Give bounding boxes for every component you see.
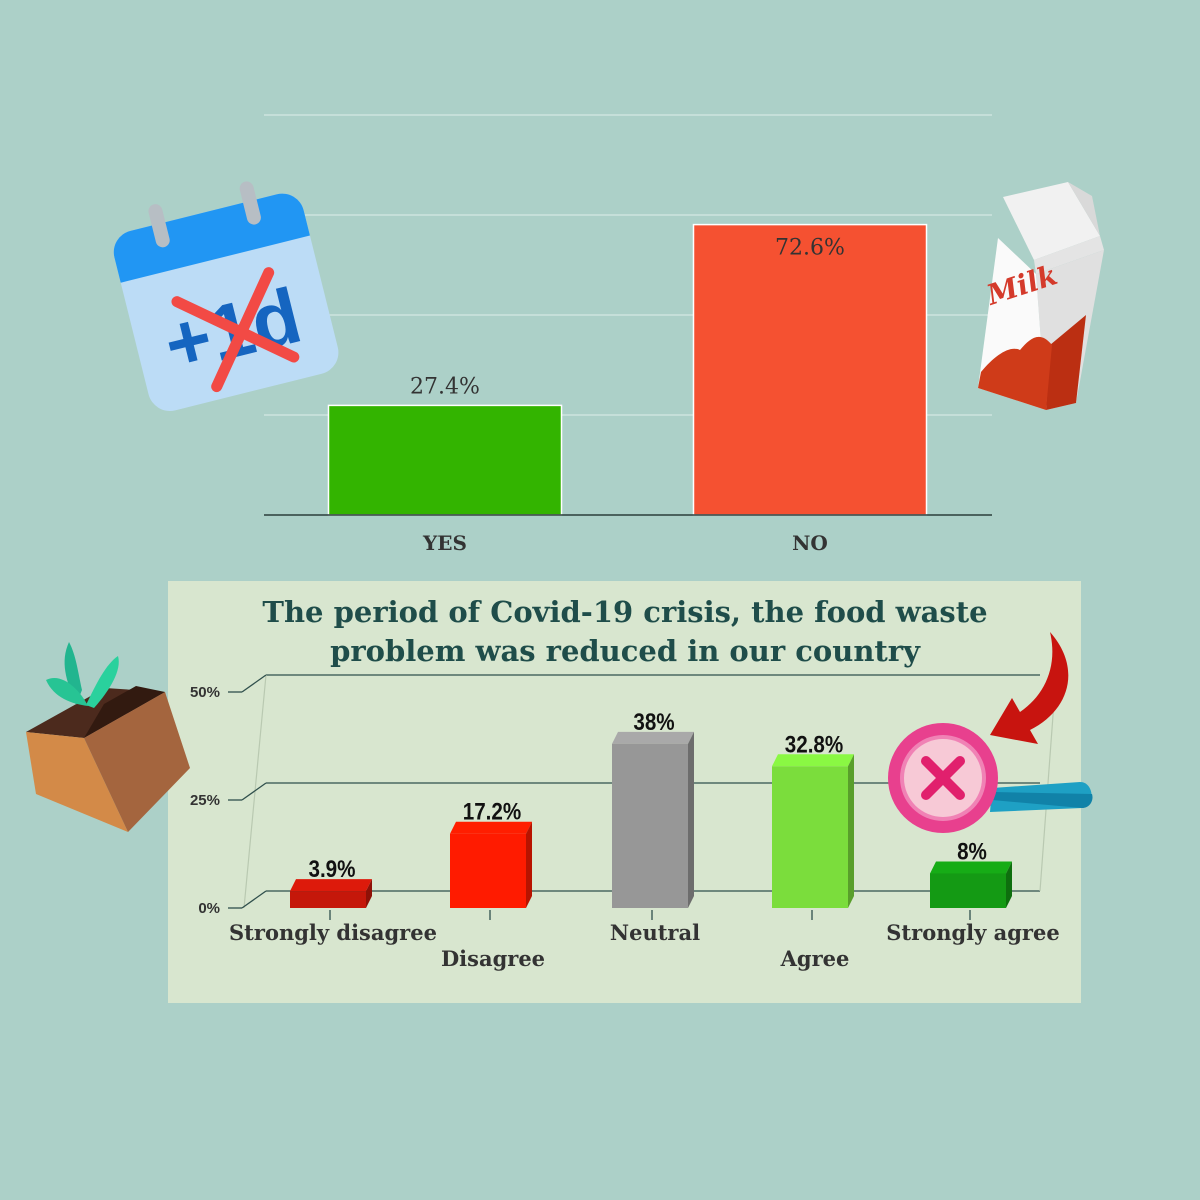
bottom-y-tick-label: 25% bbox=[190, 792, 220, 809]
curved-arrow-icon bbox=[990, 632, 1069, 744]
bottom-bar-value-label: 32.8% bbox=[785, 731, 844, 758]
top-bar-value-label: 72.6% bbox=[775, 236, 845, 261]
bottom-chart-y-ticks: 0% 25% 50% bbox=[190, 674, 267, 917]
plant-box-icon bbox=[26, 642, 190, 832]
bottom-chart-labels: 3.9% Strongly disagree 17.2% Disagree 38% Neu… bbox=[229, 708, 1060, 971]
bottom-category-label: Agree bbox=[780, 946, 850, 971]
top-bar-no bbox=[692, 223, 928, 516]
bottom-bar-strongly-agree bbox=[930, 861, 1012, 908]
top-chart-bars bbox=[327, 223, 928, 516]
top-bar-yes bbox=[327, 404, 563, 516]
bottom-category-label: Disagree bbox=[441, 946, 545, 971]
bottom-bar-agree bbox=[772, 754, 854, 908]
top-category-label: NO bbox=[792, 531, 828, 555]
bottom-chart-title-line-2: problem was reduced in our country bbox=[330, 634, 921, 668]
bottom-category-label: Strongly disagree bbox=[229, 920, 437, 945]
bottom-bar-chart: 0% 25% 50% 3.9% Strongly disagree 17.2% Disag… bbox=[190, 674, 1060, 971]
bottom-category-label: Neutral bbox=[610, 920, 700, 945]
top-bar-value-label: 27.4% bbox=[410, 374, 480, 399]
magnifier-icon bbox=[888, 723, 1093, 833]
top-category-label: YES bbox=[422, 531, 467, 555]
bottom-y-tick-label: 50% bbox=[190, 684, 220, 701]
bottom-category-label: Strongly agree bbox=[886, 920, 1059, 945]
bottom-y-tick-label: 0% bbox=[198, 900, 220, 917]
top-bar-chart: 27.4% YES 72.6% NO bbox=[264, 114, 992, 555]
bottom-bar-disagree bbox=[450, 821, 532, 908]
top-chart-labels: 27.4% YES 72.6% NO bbox=[410, 236, 845, 555]
calendar-icon: +1d bbox=[113, 181, 339, 411]
bottom-bar-value-label: 3.9% bbox=[308, 856, 355, 883]
bottom-chart-title: The period of Covid-19 crisis, the food … bbox=[262, 595, 987, 668]
bottom-bar-neutral bbox=[612, 731, 694, 908]
bottom-tick-connector bbox=[241, 890, 267, 909]
bottom-tick-connector bbox=[241, 782, 267, 801]
bottom-bar-value-label: 17.2% bbox=[463, 798, 522, 825]
bottom-bar-strongly-disagree bbox=[290, 879, 372, 908]
bottom-chart-title-line-1: The period of Covid-19 crisis, the food … bbox=[262, 595, 987, 629]
bottom-chart-bars bbox=[290, 731, 1012, 908]
bottom-bar-value-label: 8% bbox=[957, 838, 987, 865]
bottom-bar-value-label: 38% bbox=[633, 708, 674, 735]
bottom-tick-connector bbox=[241, 674, 267, 693]
milk-icon: Milk bbox=[978, 182, 1104, 410]
